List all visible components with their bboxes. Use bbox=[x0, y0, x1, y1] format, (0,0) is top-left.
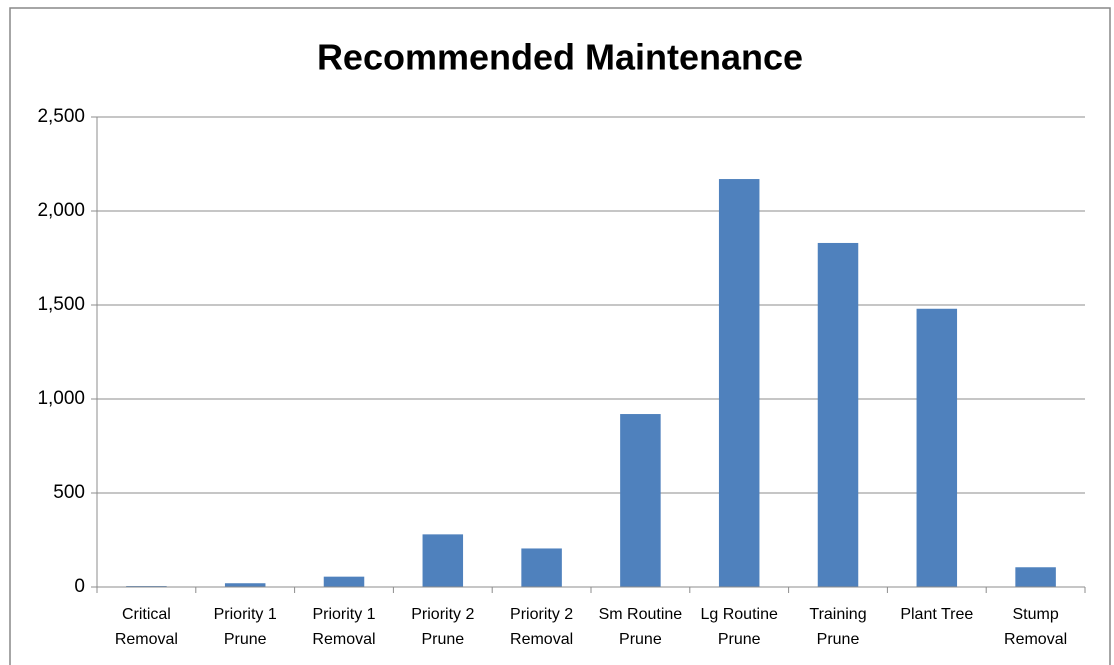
x-tick-label: Priority 2 Prune bbox=[411, 606, 475, 648]
y-tick-label: 2,500 bbox=[37, 106, 85, 127]
x-tick-label: Training Prune bbox=[809, 606, 867, 648]
x-tick-label: Critical Removal bbox=[114, 606, 178, 648]
y-tick-label: 2,000 bbox=[37, 200, 85, 221]
bar bbox=[817, 242, 859, 587]
x-tick-label: Lg Routine Prune bbox=[700, 606, 778, 648]
x-tick-label: Stump Removal bbox=[1004, 606, 1068, 648]
bar bbox=[1015, 567, 1056, 587]
x-tick-label: Sm Routine Prune bbox=[598, 606, 683, 648]
bar bbox=[521, 548, 562, 587]
x-tick-label: Plant Tree bbox=[900, 606, 974, 623]
bar bbox=[916, 308, 958, 587]
x-tick-label: Priority 1 Removal bbox=[312, 606, 376, 648]
bar bbox=[422, 534, 464, 587]
chart-title: Recommended Maintenance bbox=[317, 37, 803, 78]
bar bbox=[323, 576, 365, 587]
y-tick-label: 1,500 bbox=[37, 294, 85, 315]
y-tick-label: 500 bbox=[53, 482, 85, 503]
y-tick-label: 0 bbox=[74, 576, 85, 597]
bar bbox=[224, 583, 266, 587]
x-tick-label: Priority 1 Prune bbox=[213, 606, 277, 648]
y-tick-label: 1,000 bbox=[37, 388, 85, 409]
bar bbox=[718, 179, 760, 588]
x-tick-label: Priority 2 Removal bbox=[510, 606, 574, 648]
bar bbox=[620, 414, 661, 587]
